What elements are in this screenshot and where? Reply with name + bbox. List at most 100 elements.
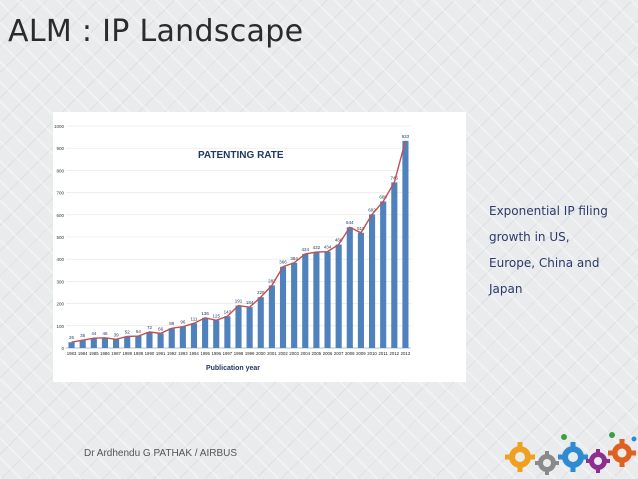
- bar: [302, 253, 309, 348]
- trend-line: [71, 140, 407, 343]
- bar: [391, 182, 398, 348]
- bar: [157, 333, 164, 348]
- bar: [190, 323, 198, 348]
- side-note-line-2: growth in US,: [489, 230, 570, 244]
- data-label: 184: [246, 300, 254, 305]
- x-tick-label: 2008: [345, 351, 355, 356]
- bar: [101, 337, 109, 348]
- y-tick-label: 200: [56, 302, 64, 307]
- y-tick-label: 300: [56, 279, 64, 284]
- x-tick-label: 2006: [323, 351, 333, 356]
- x-tick-label: 1993: [178, 351, 188, 356]
- y-tick-label: 100: [56, 324, 64, 329]
- side-note-line-4: Japan: [489, 282, 523, 296]
- bar: [402, 140, 409, 348]
- slide-title: ALM : IP Landscape: [8, 14, 304, 49]
- bar: [202, 317, 209, 348]
- bar: [179, 326, 186, 348]
- data-label: 89: [169, 321, 175, 326]
- data-label: 933: [402, 134, 410, 139]
- data-label: 434: [324, 245, 332, 250]
- data-label: 39: [114, 332, 120, 337]
- data-label: 125: [212, 313, 220, 318]
- bar: [357, 232, 364, 348]
- x-tick-label: 1989: [134, 351, 144, 356]
- x-tick-label: 1988: [122, 351, 132, 356]
- bar: [368, 214, 376, 348]
- bar: [279, 266, 287, 348]
- gear-icon: [558, 442, 588, 472]
- x-tick-label: 1990: [145, 351, 155, 356]
- data-label: 282: [268, 278, 276, 283]
- bar: [90, 338, 97, 348]
- data-label: 26: [69, 335, 75, 340]
- side-note-line-3: Europe, China and: [489, 256, 600, 270]
- dot-icon: [631, 436, 637, 442]
- data-label: 191: [235, 299, 243, 304]
- footer-author: Dr Ardhendu G PATHAK / AIRBUS: [84, 448, 238, 459]
- x-tick-label: 1992: [167, 351, 177, 356]
- y-tick-label: 800: [56, 168, 64, 173]
- data-label: 519: [357, 226, 365, 231]
- data-label: 96: [180, 320, 186, 325]
- bar: [268, 285, 275, 348]
- bar: [380, 201, 387, 348]
- x-tick-label: 1986: [100, 351, 110, 356]
- gears-logo: [505, 432, 637, 475]
- data-label: 229: [257, 290, 265, 295]
- bar: [213, 320, 220, 348]
- data-label: 466: [335, 238, 343, 243]
- bar: [313, 252, 320, 348]
- x-tick-label: 2003: [289, 351, 299, 356]
- data-label: 424: [302, 247, 310, 252]
- gear-icon: [608, 439, 636, 467]
- patenting-rate-chart: 0 100 200 300 400 500 600 700 800 900 1000 26 1983 35…: [54, 124, 411, 372]
- chart-frame: 0 100 200 300 400 500 600 700 800 900 1000 26 1983 35…: [53, 112, 466, 382]
- x-tick-label: 1987: [111, 351, 121, 356]
- x-tick-label: 2009: [356, 351, 366, 356]
- y-tick-label: 700: [56, 191, 64, 196]
- bar: [324, 251, 331, 348]
- x-tick-label: 1999: [245, 351, 255, 356]
- x-tick-label: 2011: [379, 351, 389, 356]
- side-note-line-1: Exponential IP filing: [489, 204, 608, 218]
- x-tick-label: 1995: [200, 351, 210, 356]
- y-tick-label: 0: [61, 346, 64, 351]
- title-band: ALM : IP Landscape: [0, 0, 638, 62]
- bar: [135, 336, 142, 348]
- y-tick-label: 600: [56, 213, 64, 218]
- y-tick-label: 900: [56, 146, 64, 151]
- x-tick-label: 2000: [256, 351, 266, 356]
- side-note: Exponential IP filing growth in US, Euro…: [489, 198, 629, 302]
- gear-icon: [535, 451, 559, 475]
- y-tick-label: 400: [56, 257, 64, 262]
- x-tick-label: 2013: [401, 351, 411, 356]
- x-tick-label: 2005: [312, 351, 322, 356]
- bar: [79, 340, 86, 348]
- bar: [291, 262, 298, 348]
- y-tick-label: 1000: [54, 124, 65, 129]
- bar: [124, 336, 131, 348]
- gear-icon: [505, 442, 535, 472]
- data-label: 46: [102, 331, 108, 336]
- x-tick-label: 1983: [67, 351, 77, 356]
- data-label: 544: [346, 220, 354, 225]
- data-label: 44: [91, 331, 97, 336]
- data-label: 52: [125, 329, 131, 334]
- bar: [224, 316, 231, 348]
- x-tick-label: 2007: [334, 351, 344, 356]
- x-tick-label: 1984: [78, 351, 88, 356]
- x-tick-label: 1998: [234, 351, 244, 356]
- bar: [346, 227, 353, 348]
- bar: [113, 339, 120, 348]
- data-label: 143: [224, 309, 232, 314]
- data-label: 432: [313, 245, 321, 250]
- gear-icon: [586, 449, 610, 473]
- chart-title: PATENTING RATE: [198, 150, 284, 161]
- x-tick-label: 2012: [390, 351, 400, 356]
- x-tick-label: 1994: [189, 351, 199, 356]
- dot-icon: [561, 434, 567, 440]
- bar: [68, 342, 75, 348]
- data-label: 602: [368, 207, 376, 212]
- x-tick-label: 1997: [223, 351, 233, 356]
